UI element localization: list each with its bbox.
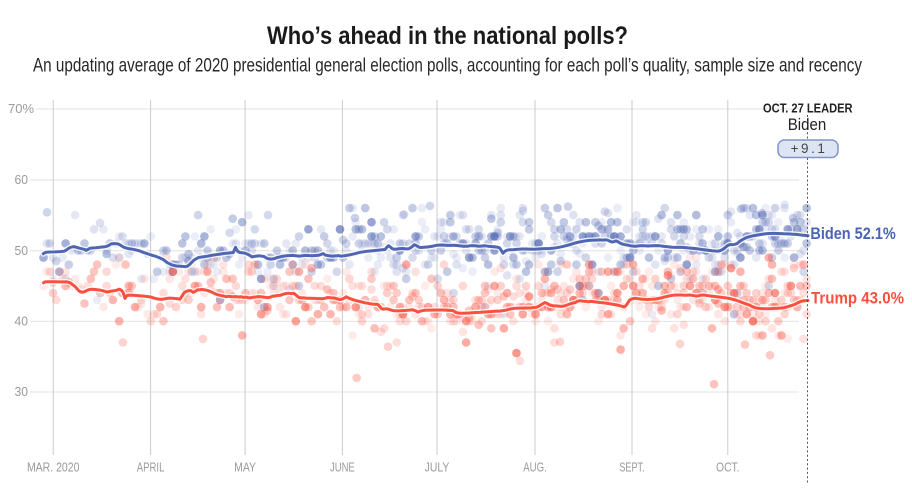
svg-text:APRIL: APRIL (137, 461, 165, 475)
svg-text:AUG.: AUG. (523, 461, 547, 475)
svg-text:OCT.: OCT. (716, 461, 740, 475)
svg-text:40: 40 (15, 314, 29, 329)
svg-text:Biden 52.1%: Biden 52.1% (810, 225, 896, 243)
svg-text:50: 50 (15, 243, 29, 258)
svg-text:Trump 43.0%: Trump 43.0% (811, 289, 904, 307)
svg-text:60: 60 (15, 172, 29, 187)
svg-text:OCT. 27 LEADER: OCT. 27 LEADER (763, 101, 853, 115)
svg-text:70%: 70% (8, 101, 34, 116)
svg-text:+9.1: +9.1 (791, 141, 828, 156)
svg-text:JUNE: JUNE (330, 461, 355, 475)
svg-text:Biden: Biden (788, 115, 827, 134)
svg-text:An updating average of 2020 pr: An updating average of 2020 presidential… (33, 54, 862, 76)
svg-text:JULY: JULY (425, 461, 450, 475)
svg-text:SEPT.: SEPT. (619, 461, 644, 475)
svg-text:MAY: MAY (234, 461, 256, 475)
svg-text:30: 30 (15, 384, 29, 399)
svg-text:Who’s ahead in the national po: Who’s ahead in the national polls? (267, 22, 628, 50)
svg-text:MAR. 2020: MAR. 2020 (27, 461, 80, 475)
